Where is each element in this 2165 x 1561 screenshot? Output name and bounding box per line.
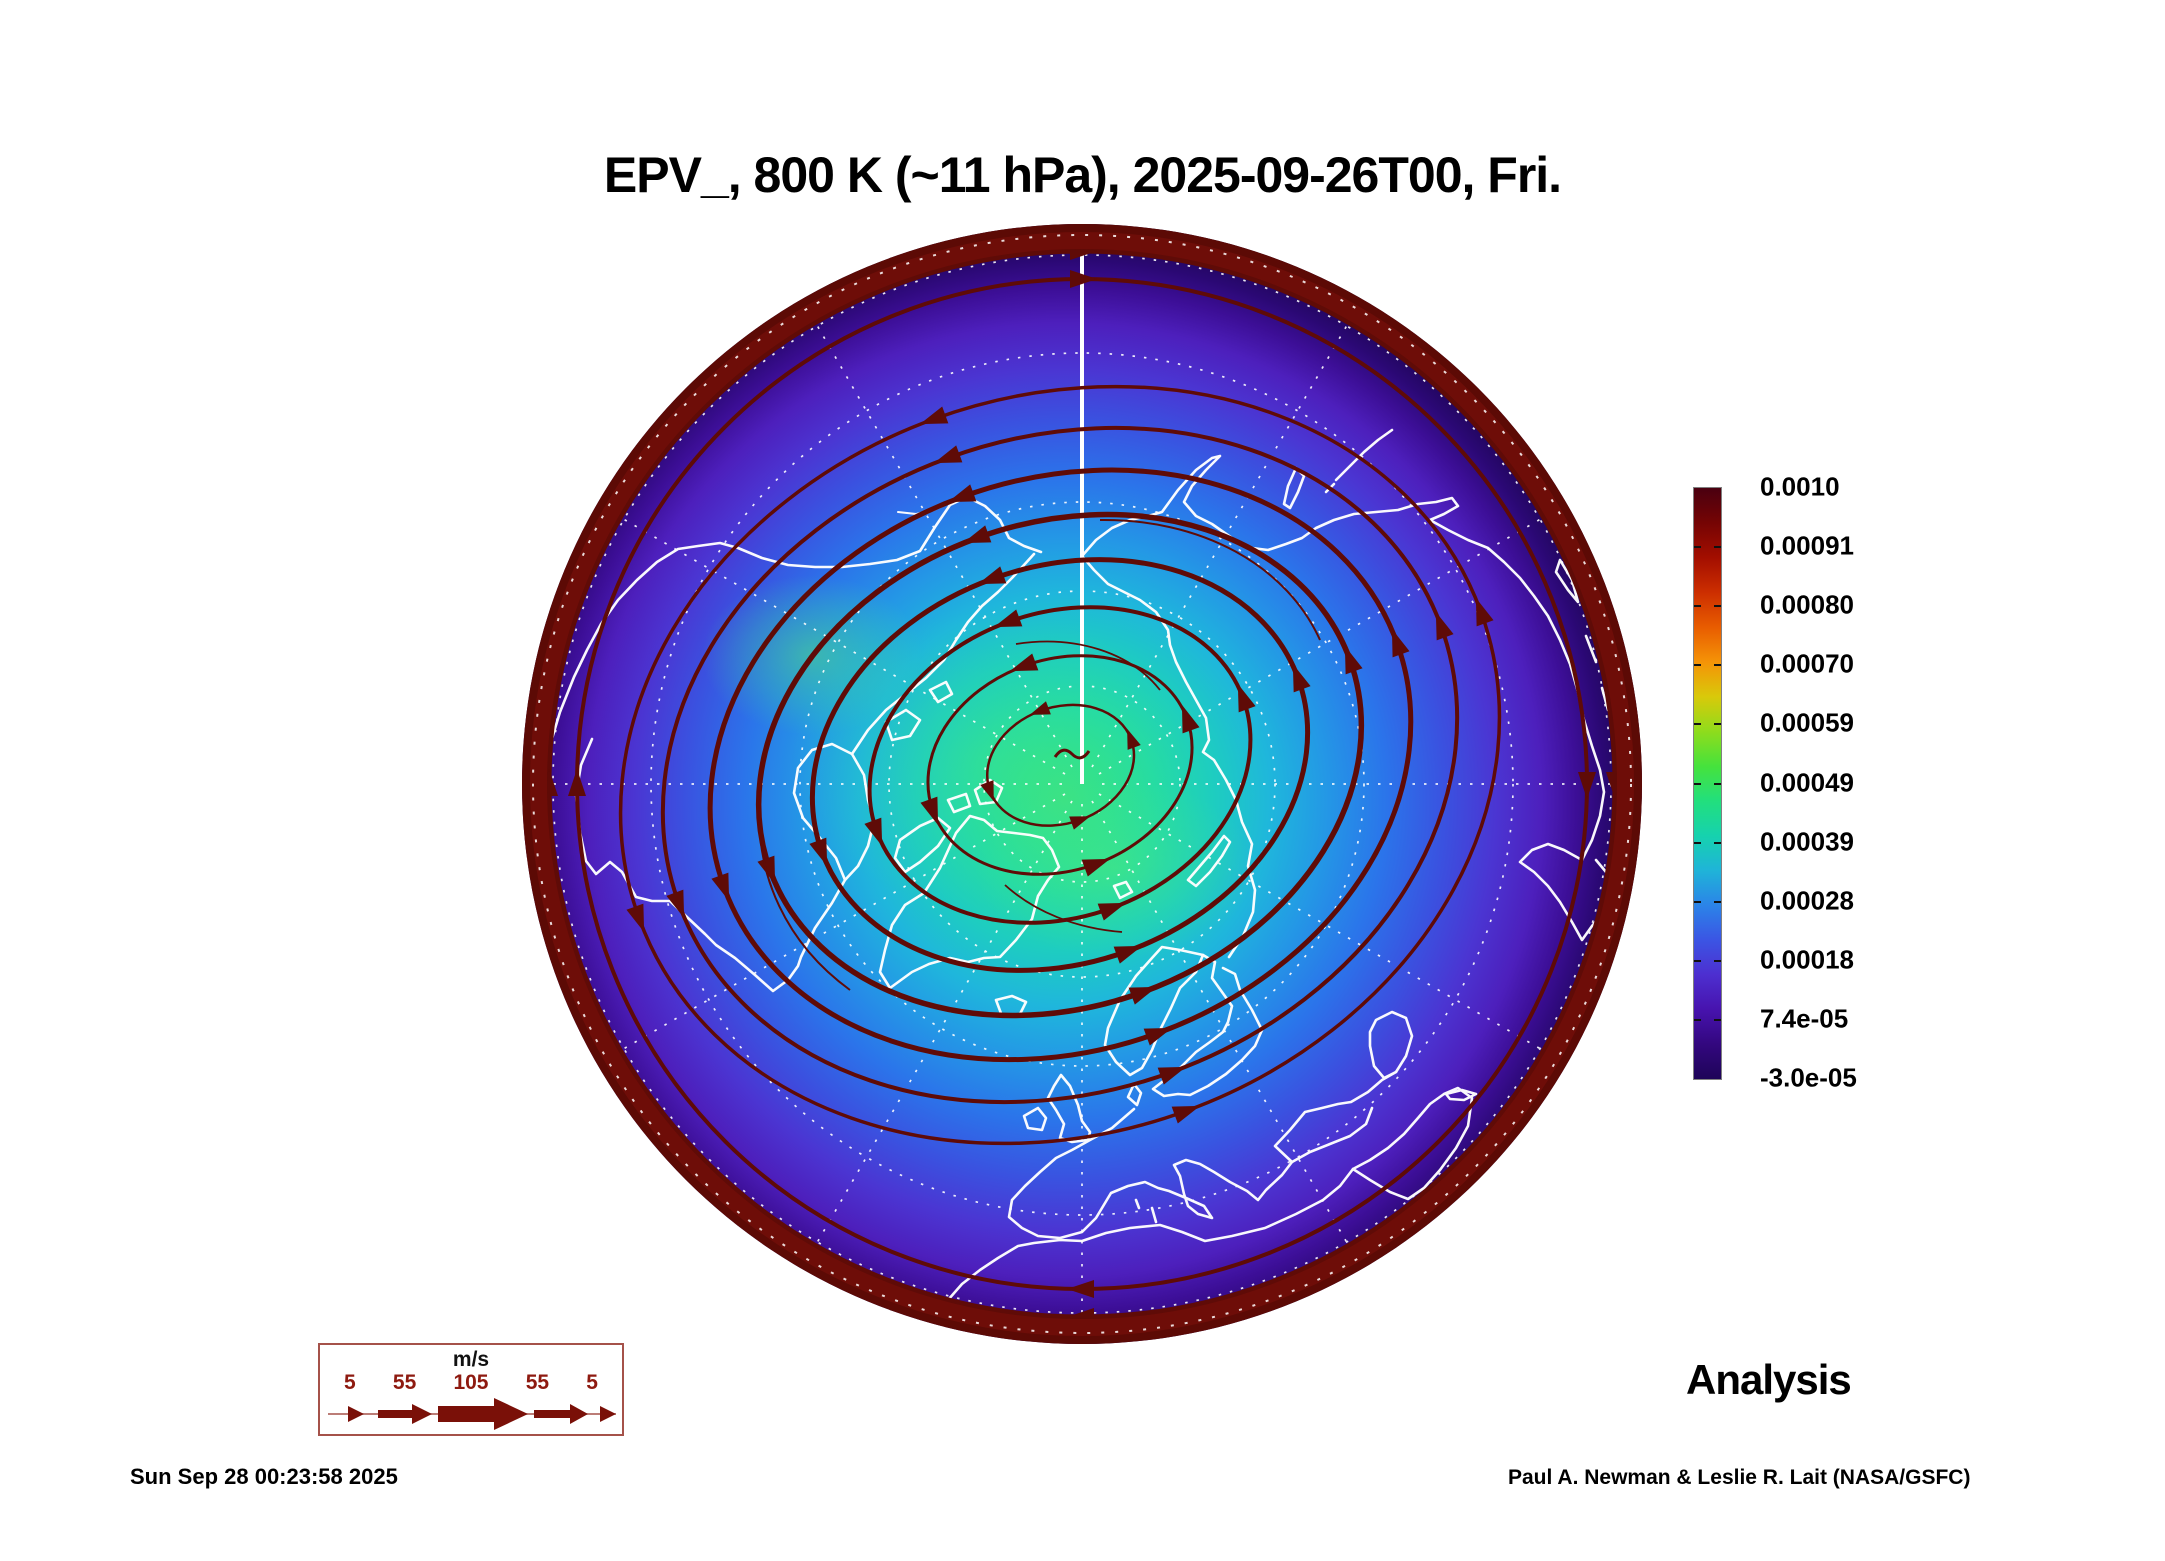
wind-speed-value: 5	[586, 1371, 598, 1394]
wind-speed-legend: m/s 5 55 105 55 5	[318, 1343, 624, 1436]
colorbar-tick-mark	[1714, 900, 1721, 903]
colorbar-labels: 0.0010 0.00091 0.00080 0.00070 0.00059 0.0004…	[1760, 472, 1960, 1093]
credit-label: Paul A. Newman & Leslie R. Lait (NASA/GS…	[1508, 1466, 1971, 1489]
colorbar-tick-label: 0.00059	[1760, 707, 1854, 738]
colorbar-tick-label: 0.00080	[1760, 589, 1854, 620]
wind-speed-values: 5 55 105 55 5	[320, 1371, 622, 1395]
colorbar-tick-mark	[1694, 841, 1701, 844]
colorbar-tick-mark	[1694, 1018, 1701, 1021]
colorbar-tick-mark	[1694, 723, 1701, 726]
streamlines	[540, 241, 1624, 1326]
colorbar-tick-mark	[1694, 782, 1701, 785]
wind-speed-value: 55	[392, 1371, 417, 1394]
plot-title: EPV_, 800 K (~11 hPa), 2025-09-26T00, Fr…	[603, 147, 1562, 203]
analysis-label: Analysis	[1686, 1356, 1852, 1403]
wind-speed-value: 55	[525, 1371, 550, 1394]
colorbar-tick-label: -3.0e-05	[1760, 1062, 1857, 1093]
colorbar-tick-mark	[1694, 959, 1701, 962]
colorbar-tick-mark	[1714, 664, 1721, 667]
colorbar-tick-mark	[1714, 605, 1721, 608]
colorbar-tick-mark	[1714, 1018, 1721, 1021]
streamline-rim-band	[522, 224, 1642, 1344]
colorbar	[1693, 487, 1722, 1080]
colorbar-tick-label: 0.0010	[1760, 471, 1840, 502]
colorbar-tick-mark	[1694, 605, 1701, 608]
colorbar-tick-label: 0.00039	[1760, 826, 1854, 857]
colorbar-tick-mark	[1714, 841, 1721, 844]
wind-arrow-glyph	[328, 1398, 616, 1430]
timestamp-label: Sun Sep 28 00:23:58 2025	[130, 1464, 398, 1489]
wind-speed-value: 5	[344, 1371, 356, 1394]
colorbar-tick-mark	[1714, 959, 1721, 962]
colorbar-tick-mark	[1714, 723, 1721, 726]
colorbar-tick-mark	[1714, 782, 1721, 785]
epv-field-disk	[522, 224, 1642, 1344]
colorbar-tick-label: 0.00049	[1760, 767, 1854, 797]
rim-graticule-dashes	[532, 234, 1632, 1334]
wind-unit-label: m/s	[452, 1348, 490, 1371]
colorbar-tick-label: 0.00070	[1760, 648, 1854, 679]
colorbar-tick-label: 0.00091	[1760, 530, 1854, 561]
colorbar-tick-label: 7.4e-05	[1760, 1003, 1849, 1034]
colorbar-tick-mark	[1694, 546, 1701, 549]
colorbar-tick-mark	[1694, 900, 1701, 903]
colorbar-tick-mark	[1714, 546, 1721, 549]
colorbar-tick-label: 0.00018	[1760, 944, 1854, 975]
colorbar-tick-label: 0.00028	[1760, 885, 1854, 916]
wind-speed-value: 105	[453, 1371, 489, 1394]
colorbar-tick-mark	[1694, 664, 1701, 667]
